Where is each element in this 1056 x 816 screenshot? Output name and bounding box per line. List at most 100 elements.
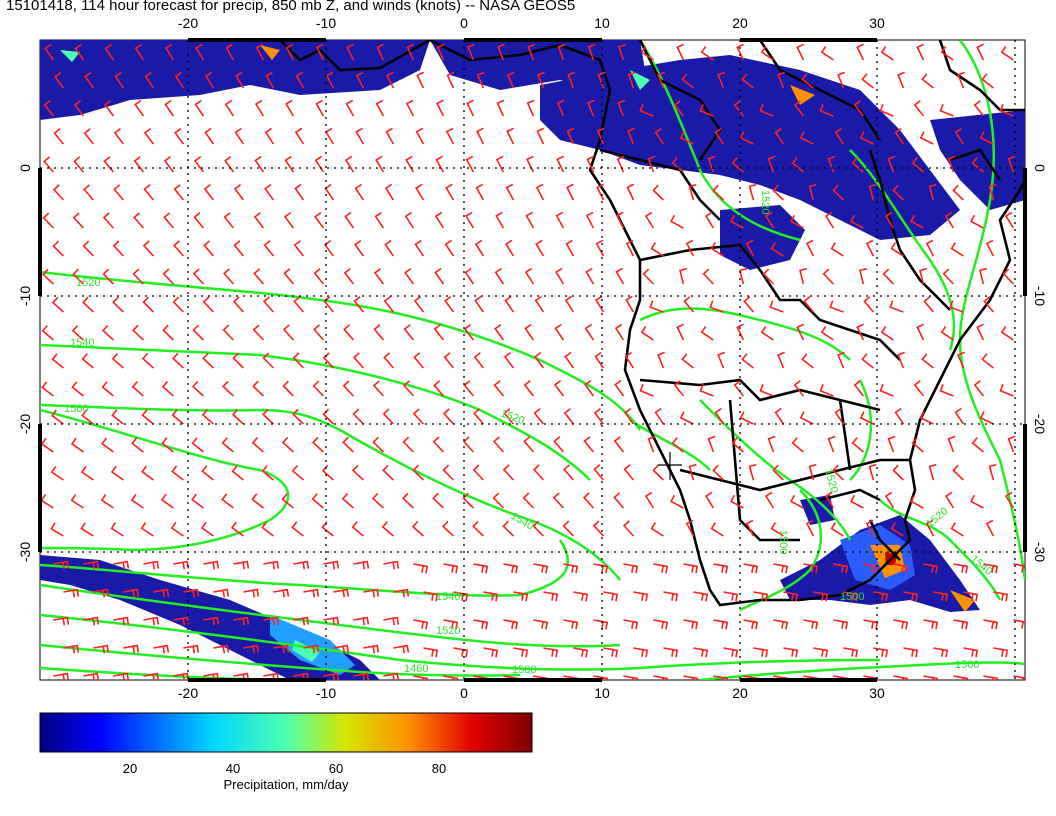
wind-barb-icon — [52, 240, 64, 257]
wind-barb-icon — [413, 295, 425, 313]
wind-barb-icon — [153, 644, 170, 654]
wind-barb-icon — [141, 465, 154, 481]
wind-barb-icon — [84, 71, 95, 89]
wind-barb-icon — [502, 464, 514, 481]
wind-barb-icon — [494, 267, 505, 285]
wind-barb-icon — [552, 492, 564, 509]
graticule — [40, 40, 1025, 680]
wind-barb-icon — [861, 73, 874, 89]
wind-barb-icon — [53, 128, 65, 145]
wind-barb-icon — [913, 380, 925, 397]
wind-barb-icon — [403, 324, 415, 341]
wind-barb-icon — [402, 436, 414, 453]
wind-barb-icon — [979, 131, 994, 145]
wind-barb-icon — [799, 131, 814, 145]
wind-barb-icon — [53, 71, 65, 89]
wind-barb-icon — [923, 563, 939, 574]
wind-barb-icon — [688, 463, 697, 481]
wind-barb-icon — [372, 436, 384, 453]
wind-barb-icon — [352, 408, 364, 425]
wind-barb-icon — [465, 155, 475, 173]
wind-barb-icon — [164, 99, 175, 117]
wind-barb-icon — [344, 211, 355, 229]
wind-barb-icon — [954, 127, 965, 145]
wind-barb-icon — [723, 647, 739, 658]
wind-barb-icon — [593, 407, 605, 425]
contour-label: 1520 — [436, 625, 460, 637]
wind-barb-icon — [653, 675, 669, 680]
wind-barb-icon — [592, 520, 604, 537]
wind-barb-icon — [103, 99, 115, 117]
wind-barb-icon — [873, 591, 889, 602]
wind-barb-icon — [160, 493, 174, 509]
wind-barb-icon — [887, 155, 896, 173]
wind-barb-icon — [679, 131, 694, 145]
wind-barb-icon — [265, 71, 275, 89]
wind-barb-icon — [412, 408, 424, 425]
wind-barb-icon — [663, 647, 679, 658]
wind-barb-icon — [524, 267, 535, 285]
wind-barb-icon — [43, 100, 55, 117]
wind-barb-icon — [204, 71, 215, 89]
wind-barb-icon — [1007, 435, 1016, 453]
wind-barb-icon — [773, 619, 789, 630]
wind-barb-icon — [255, 43, 265, 61]
wind-barb-icon — [894, 127, 905, 145]
wind-barb-icon — [325, 71, 335, 89]
wind-barb-icon — [243, 588, 260, 598]
wind-barb-icon — [623, 675, 639, 680]
wind-barb-icon — [363, 588, 380, 598]
wind-barb-icon — [688, 183, 697, 201]
wind-barb-icon — [504, 295, 515, 313]
contour-label: 1500 — [777, 530, 789, 554]
wind-barb-icon — [953, 619, 969, 630]
wind-barb-icon — [442, 408, 454, 425]
wind-barb-icon — [647, 155, 656, 173]
wind-barb-icon — [423, 591, 439, 602]
wind-barb-icon — [683, 675, 699, 680]
wind-barb-icon — [263, 560, 280, 570]
contour-label: 1500 — [955, 659, 979, 671]
wind-barb-icon — [285, 99, 295, 117]
wind-barb-icon — [657, 351, 665, 369]
wind-barb-icon — [769, 300, 784, 313]
wind-barb-icon — [192, 268, 204, 285]
wind-barb-icon — [923, 296, 935, 313]
wind-barb-icon — [587, 99, 595, 117]
wind-barb-icon — [72, 212, 84, 229]
wind-barb-icon — [402, 492, 414, 509]
wind-barb-icon — [383, 560, 400, 570]
wind-barb-icon — [753, 591, 769, 602]
wind-barb-icon — [773, 563, 789, 574]
lat-tick-label-right: -20 — [1032, 414, 1048, 434]
wind-barb-icon — [603, 647, 619, 658]
wind-barb-icon — [803, 296, 815, 313]
wind-barb-icon — [173, 240, 185, 257]
wind-barb-icon — [416, 71, 425, 89]
wind-barb-icon — [223, 268, 235, 285]
wind-barb-icon — [373, 267, 385, 285]
wind-barb-icon — [829, 300, 844, 313]
wind-barb-icon — [894, 407, 905, 425]
wind-barb-icon — [191, 437, 204, 453]
wind-barb-icon — [443, 563, 459, 574]
wind-barb-icon — [739, 267, 747, 285]
wind-barb-icon — [527, 43, 536, 61]
wind-barb-icon — [264, 127, 275, 145]
wind-barb-icon — [702, 268, 714, 285]
wind-barb-icon — [143, 184, 155, 201]
wind-barb-icon — [573, 591, 589, 602]
wind-barb-icon — [595, 239, 605, 257]
wind-barb-icon — [63, 644, 80, 654]
wind-barb-icon — [942, 268, 954, 285]
wind-barb-icon — [463, 323, 475, 341]
wind-barb-icon — [713, 563, 729, 574]
wind-barb-icon — [710, 242, 724, 257]
wind-barb-icon — [111, 352, 124, 369]
wind-barb-icon — [693, 647, 709, 658]
wind-barb-icon — [444, 295, 455, 313]
wind-barb-icon — [161, 437, 174, 453]
wind-barb-icon — [939, 103, 954, 117]
wind-barb-icon — [553, 436, 565, 453]
wind-barb-icon — [363, 644, 380, 654]
